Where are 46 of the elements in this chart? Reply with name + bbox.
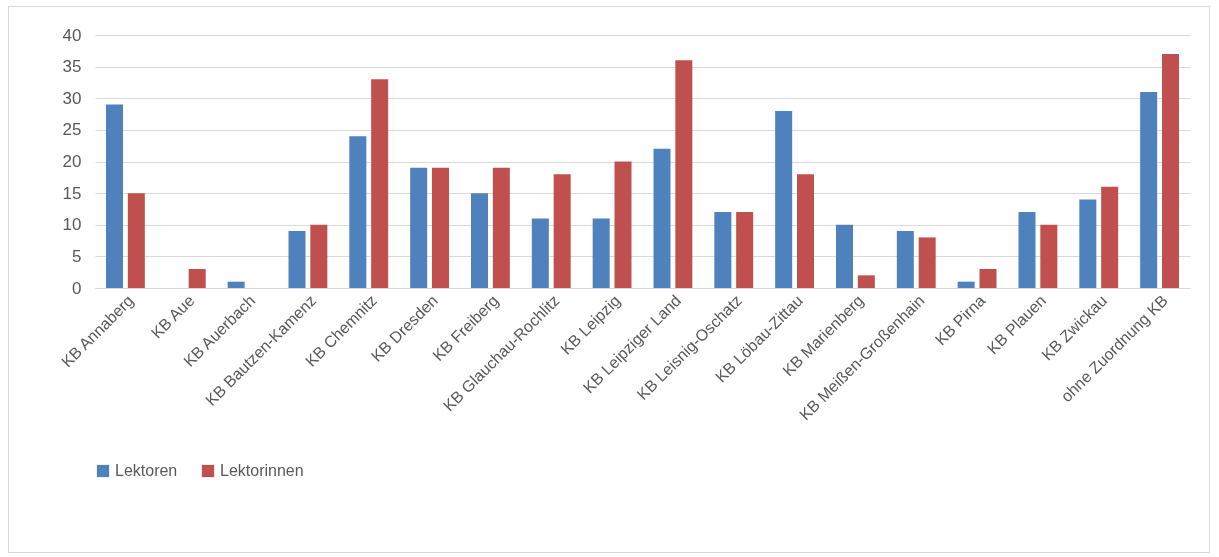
bar <box>797 174 814 288</box>
bar <box>1079 199 1097 288</box>
y-tick-label: 10 <box>62 215 82 235</box>
bar <box>836 224 853 288</box>
y-tick-label: 40 <box>62 25 82 45</box>
bar <box>1162 53 1179 288</box>
bar <box>492 167 510 288</box>
y-tick-label: 0 <box>72 278 82 298</box>
y-tick-label: 25 <box>62 120 82 140</box>
bar <box>1018 212 1036 288</box>
bar <box>106 104 123 288</box>
y-tick-label: 35 <box>62 57 82 77</box>
bar <box>227 281 245 288</box>
bar <box>736 212 754 288</box>
bar <box>957 281 975 288</box>
bar <box>531 218 549 288</box>
bar <box>714 212 732 288</box>
bar <box>653 148 671 288</box>
bar <box>857 275 875 288</box>
bar <box>896 231 914 288</box>
bar <box>675 60 693 288</box>
y-tick-label: 20 <box>62 152 82 171</box>
y-tick-label: 30 <box>62 88 82 108</box>
bar <box>592 218 610 288</box>
bar <box>1040 224 1058 288</box>
bar <box>1101 186 1119 288</box>
y-tick-label: 5 <box>72 246 82 266</box>
bar <box>310 224 328 288</box>
legend-label: Lektoren <box>115 462 178 479</box>
bar <box>410 167 428 288</box>
bar <box>188 269 206 288</box>
bar <box>349 136 367 288</box>
bar <box>918 237 936 288</box>
bar <box>371 79 389 288</box>
bar <box>1140 91 1158 288</box>
bar <box>288 231 306 288</box>
bar <box>614 161 632 288</box>
x-tick-label: KB Aue <box>147 291 198 342</box>
bar <box>979 269 997 288</box>
bar <box>432 167 449 288</box>
bar <box>775 110 793 288</box>
bar <box>127 193 145 288</box>
y-tick-label: 15 <box>62 183 82 203</box>
bar <box>471 193 488 288</box>
legend-label: Lektorinnen <box>220 462 304 479</box>
bar <box>553 174 571 288</box>
